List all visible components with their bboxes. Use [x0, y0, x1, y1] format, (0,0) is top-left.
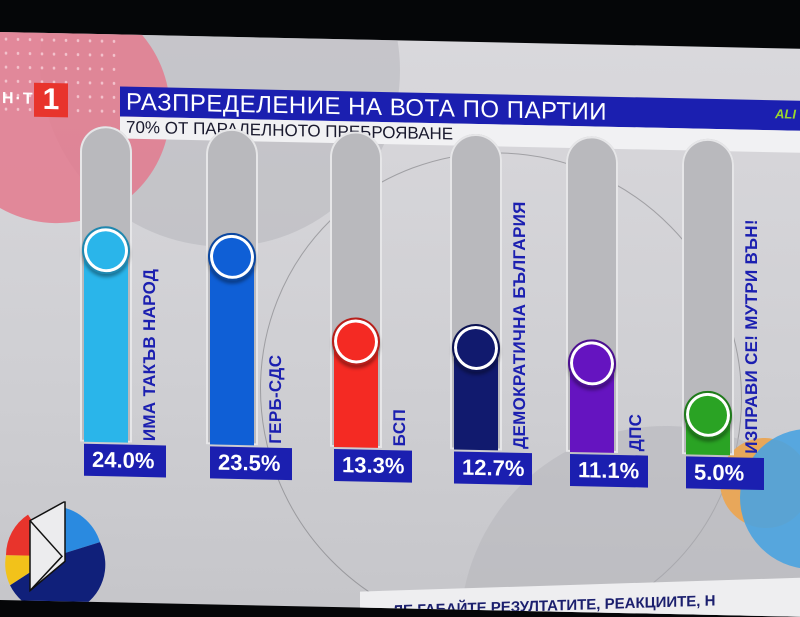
value-label: 12.7%: [454, 451, 532, 486]
value-label: 11.1%: [570, 453, 648, 488]
channel-logo: 1: [34, 82, 68, 118]
value-label: 5.0%: [686, 456, 764, 491]
party-label: ИЗПРАВИ СЕ! МУТРИ ВЪН!: [742, 218, 761, 454]
bar-fill: [210, 256, 254, 446]
value-label: 24.0%: [84, 443, 166, 478]
tv-screen: Н·Т· 1 РАЗПРЕДЕЛЕНИЕ НА ВОТА ПО ПАРТИИ A…: [0, 32, 800, 617]
value-label: 13.3%: [334, 448, 412, 483]
value-label: 23.5%: [210, 446, 292, 481]
bar-knob-icon: [332, 316, 380, 366]
party-label: ДЕМОКРАТИЧНА БЪЛГАРИЯ: [510, 201, 529, 450]
party-label: ДПС: [626, 413, 645, 452]
bar-knob-icon: [684, 390, 732, 440]
party-label: ГЕРБ-СДС: [266, 354, 285, 444]
election-logo-icon: [5, 500, 106, 613]
party-label: БСП: [390, 408, 409, 447]
bar-knob-icon: [82, 225, 130, 275]
bar-knob-icon: [568, 338, 616, 388]
bar-knob-icon: [452, 323, 500, 373]
party-label: ИМА ТАКЪВ НАРОД: [140, 268, 159, 442]
bar-fill: [84, 249, 128, 443]
sponsor-logo: ALI: [775, 106, 796, 122]
bar-knob-icon: [208, 232, 256, 282]
ticker-text: ...ЛЕ ГАБАЙТЕ РЕЗУЛТАТИТЕ, РЕАКЦИИТЕ, Н: [380, 592, 716, 617]
